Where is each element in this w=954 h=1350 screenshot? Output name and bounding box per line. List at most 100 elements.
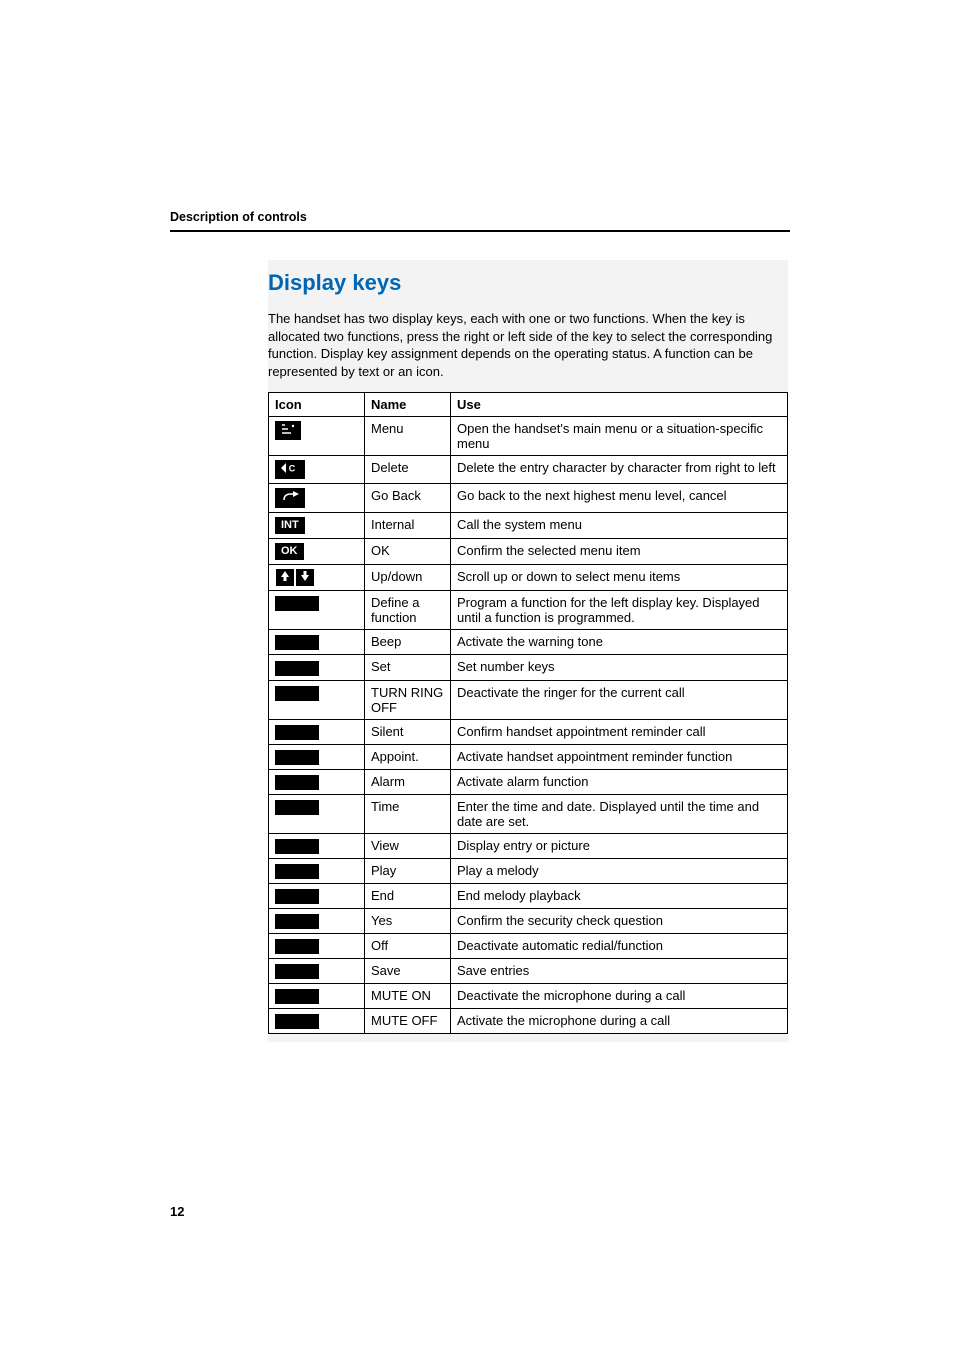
blank-key-icon xyxy=(275,686,319,701)
icon-cell xyxy=(269,1009,365,1034)
use-cell: Scroll up or down to select menu items xyxy=(451,565,788,591)
blank-key-icon xyxy=(275,775,319,790)
use-cell: Confirm handset appointment reminder cal… xyxy=(451,719,788,744)
table-row: Define a functionProgram a function for … xyxy=(269,591,788,630)
icon-cell xyxy=(269,655,365,680)
icon-cell xyxy=(269,933,365,958)
col-header-name: Name xyxy=(365,393,451,417)
table-row: Up/downScroll up or down to select menu … xyxy=(269,565,788,591)
section-title: Display keys xyxy=(268,260,788,296)
icon-cell xyxy=(269,883,365,908)
page-body: Description of controls Display keys The… xyxy=(170,210,790,1042)
table-row: TURN RING OFFDeactivate the ringer for t… xyxy=(269,680,788,719)
blank-key-icon xyxy=(275,750,319,765)
blank-key-icon xyxy=(275,914,319,929)
name-cell: MUTE OFF xyxy=(365,1009,451,1034)
ok-icon: OK xyxy=(275,543,304,560)
delete-icon: C xyxy=(275,460,305,479)
int-icon: INT xyxy=(275,517,305,534)
icon-cell xyxy=(269,630,365,655)
use-cell: Confirm the security check question xyxy=(451,908,788,933)
table-row: MUTE ONDeactivate the microphone during … xyxy=(269,984,788,1009)
use-cell: Play a melody xyxy=(451,858,788,883)
icon-cell: C xyxy=(269,456,365,484)
use-cell: Activate the microphone during a call xyxy=(451,1009,788,1034)
use-cell: Display entry or picture xyxy=(451,833,788,858)
blank-key-icon xyxy=(275,839,319,854)
blank-key-icon xyxy=(275,1014,319,1029)
name-cell: OK xyxy=(365,539,451,565)
icon-cell xyxy=(269,417,365,456)
blank-key-icon xyxy=(275,964,319,979)
display-keys-table: Icon Name Use MenuOpen the handset's mai… xyxy=(268,392,788,1034)
table-row: TimeEnter the time and date. Displayed u… xyxy=(269,794,788,833)
col-header-use: Use xyxy=(451,393,788,417)
icon-cell xyxy=(269,769,365,794)
name-cell: View xyxy=(365,833,451,858)
blank-key-icon xyxy=(275,635,319,650)
use-cell: Open the handset's main menu or a situat… xyxy=(451,417,788,456)
use-cell: Program a function for the left display … xyxy=(451,591,788,630)
name-cell: Beep xyxy=(365,630,451,655)
table-row: Appoint.Activate handset appointment rem… xyxy=(269,744,788,769)
table-row: EndEnd melody playback xyxy=(269,883,788,908)
use-cell: Call the system menu xyxy=(451,513,788,539)
blank-key-icon xyxy=(275,725,319,740)
use-cell: Deactivate the microphone during a call xyxy=(451,984,788,1009)
table-row: YesConfirm the security check question xyxy=(269,908,788,933)
use-cell: Confirm the selected menu item xyxy=(451,539,788,565)
svg-text:C: C xyxy=(289,464,296,474)
table-row: OKOKConfirm the selected menu item xyxy=(269,539,788,565)
use-cell: Go back to the next highest menu level, … xyxy=(451,484,788,513)
running-head: Description of controls xyxy=(170,210,790,224)
page-number: 12 xyxy=(170,1204,184,1219)
icon-cell: OK xyxy=(269,539,365,565)
up-down-icon xyxy=(275,569,315,584)
name-cell: Up/down xyxy=(365,565,451,591)
table-row: SaveSave entries xyxy=(269,959,788,984)
icon-cell xyxy=(269,744,365,769)
icon-cell xyxy=(269,858,365,883)
use-cell: Activate handset appointment reminder fu… xyxy=(451,744,788,769)
table-row: OffDeactivate automatic redial/function xyxy=(269,933,788,958)
use-cell: Deactivate automatic redial/function xyxy=(451,933,788,958)
name-cell: TURN RING OFF xyxy=(365,680,451,719)
blank-key-icon xyxy=(275,596,319,611)
name-cell: MUTE ON xyxy=(365,984,451,1009)
name-cell: Alarm xyxy=(365,769,451,794)
icon-cell xyxy=(269,565,365,591)
blank-key-icon xyxy=(275,889,319,904)
use-cell: End melody playback xyxy=(451,883,788,908)
table-row: SilentConfirm handset appointment remind… xyxy=(269,719,788,744)
table-row: SetSet number keys xyxy=(269,655,788,680)
content-block: Display keys The handset has two display… xyxy=(268,260,788,1042)
icon-cell xyxy=(269,984,365,1009)
name-cell: Save xyxy=(365,959,451,984)
name-cell: Appoint. xyxy=(365,744,451,769)
table-row: ViewDisplay entry or picture xyxy=(269,833,788,858)
name-cell: Play xyxy=(365,858,451,883)
table-row: MenuOpen the handset's main menu or a si… xyxy=(269,417,788,456)
name-cell: Go Back xyxy=(365,484,451,513)
name-cell: Time xyxy=(365,794,451,833)
table-row: C DeleteDelete the entry character by cha… xyxy=(269,456,788,484)
table-row: PlayPlay a melody xyxy=(269,858,788,883)
name-cell: Internal xyxy=(365,513,451,539)
name-cell: End xyxy=(365,883,451,908)
head-rule xyxy=(170,230,790,232)
go-back-icon xyxy=(275,488,305,508)
use-cell: Activate alarm function xyxy=(451,769,788,794)
blank-key-icon xyxy=(275,939,319,954)
col-header-icon: Icon xyxy=(269,393,365,417)
use-cell: Delete the entry character by character … xyxy=(451,456,788,484)
use-cell: Save entries xyxy=(451,959,788,984)
icon-cell xyxy=(269,719,365,744)
use-cell: Activate the warning tone xyxy=(451,630,788,655)
table-row: MUTE OFFActivate the microphone during a… xyxy=(269,1009,788,1034)
name-cell: Yes xyxy=(365,908,451,933)
blank-key-icon xyxy=(275,989,319,1004)
name-cell: Delete xyxy=(365,456,451,484)
use-cell: Enter the time and date. Displayed until… xyxy=(451,794,788,833)
use-cell: Deactivate the ringer for the current ca… xyxy=(451,680,788,719)
name-cell: Menu xyxy=(365,417,451,456)
